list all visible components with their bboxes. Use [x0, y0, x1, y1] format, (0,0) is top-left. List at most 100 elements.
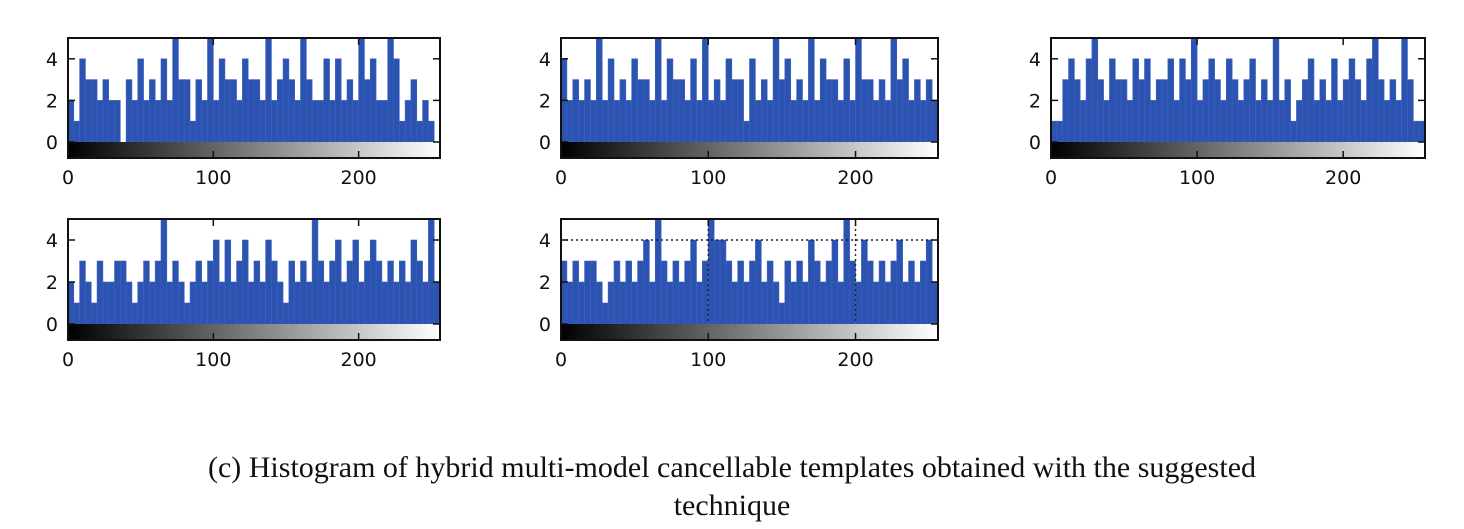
histogram-bar [590, 260, 597, 325]
histogram-bar [672, 260, 680, 325]
histogram-bar [884, 281, 892, 325]
histogram-bar [1150, 100, 1157, 143]
histogram-bar [1331, 58, 1338, 143]
histogram-bar [85, 281, 92, 325]
x-tick-label: 100 [195, 349, 231, 371]
y-tick-label: 2 [539, 90, 551, 112]
histogram-bar [890, 260, 898, 325]
histogram-bar [590, 100, 597, 143]
histogram-bar [902, 281, 909, 325]
histogram-bar [690, 58, 697, 143]
x-tick-label: 0 [62, 167, 74, 189]
histogram-bar [796, 260, 803, 325]
histogram-bar [1377, 79, 1385, 143]
histogram-bar [619, 281, 627, 325]
histogram-bar [381, 100, 388, 143]
histogram-bar [178, 79, 185, 143]
histogram-bar [719, 239, 727, 325]
histogram-bar [137, 58, 144, 143]
plot-frame [1050, 37, 1426, 159]
histogram-bar [843, 218, 850, 325]
histogram-bar [1079, 100, 1087, 143]
histogram-bar [572, 79, 579, 143]
histogram-bar [1266, 100, 1274, 143]
histogram-bar [878, 79, 886, 143]
figure-caption-line-1: (c) Histogram of hybrid multi-model canc… [207, 451, 1257, 484]
histogram-bar [160, 58, 168, 143]
histogram-bar [654, 218, 662, 325]
histogram-bar [311, 100, 319, 143]
histogram-bar [224, 79, 232, 143]
histogram-bar [399, 120, 406, 143]
histogram-bar [619, 79, 627, 143]
histogram-bar [1085, 58, 1093, 143]
histogram-bar [660, 260, 668, 325]
histogram-bar [300, 37, 307, 143]
histogram-bar [108, 281, 115, 325]
histogram-bar [725, 260, 733, 325]
histogram-bar [1231, 79, 1239, 143]
histogram-bar [1290, 120, 1297, 143]
histogram-bar [1360, 100, 1367, 143]
histogram-bar [808, 239, 815, 325]
histogram-bar [896, 79, 903, 143]
histogram-bar [189, 281, 197, 325]
histogram-bar [684, 100, 691, 143]
histogram-bar [1196, 100, 1204, 143]
histogram-bar [282, 302, 290, 325]
histogram-bar [1272, 37, 1280, 143]
histogram-bar [878, 260, 886, 325]
histogram-bar [908, 100, 915, 143]
histogram-bar [271, 260, 278, 325]
histogram-bar [207, 37, 214, 143]
histogram-bar [183, 79, 191, 143]
histogram-bar [259, 281, 266, 325]
histogram-bar [178, 281, 185, 325]
histogram-bar [143, 100, 150, 143]
histogram-bar [696, 281, 703, 325]
histogram-bar [346, 260, 354, 325]
histogram-bar [271, 100, 278, 143]
histogram-bar [1354, 79, 1362, 143]
colormap-strip [68, 142, 440, 158]
histogram-bar [422, 281, 429, 325]
histogram-bar [1109, 58, 1116, 143]
histogram-bar [265, 239, 272, 325]
histogram-bar [317, 100, 325, 143]
histogram-bar [831, 79, 839, 143]
histogram-bar [707, 218, 715, 325]
histogram-bar [230, 281, 237, 325]
histogram-bar [1190, 37, 1198, 143]
histogram-bar [890, 37, 898, 143]
histogram-bar [90, 302, 98, 325]
histogram-bar [1103, 100, 1110, 143]
histogram-bar [861, 239, 868, 325]
histogram-bar [855, 37, 862, 143]
histogram-bar [236, 260, 243, 325]
histogram-bar [102, 79, 109, 143]
histogram-bar [855, 281, 862, 325]
x-tick-label: 200 [837, 167, 873, 189]
histogram-bar [678, 281, 686, 325]
histogram-bar [896, 239, 903, 325]
histogram-bar [660, 100, 668, 143]
histogram-bar [1319, 79, 1326, 143]
histogram-bar [294, 100, 301, 143]
histogram-bar [160, 218, 168, 325]
x-tick-label: 100 [690, 349, 726, 371]
histogram-bar [1144, 58, 1151, 143]
histogram-bar [743, 281, 750, 325]
histogram-bar [242, 58, 249, 143]
histogram-bar [253, 79, 261, 143]
histogram-bar [1173, 100, 1180, 143]
histogram-bar [872, 281, 880, 325]
histogram-bar [666, 58, 674, 143]
histogram-bar [1284, 79, 1291, 143]
histogram-bar [1208, 58, 1215, 143]
histogram-bar [849, 260, 856, 325]
colormap-strip [561, 324, 938, 340]
histogram-bar [1167, 58, 1175, 143]
histogram-bar [1097, 79, 1104, 143]
histogram-bar [335, 58, 342, 143]
